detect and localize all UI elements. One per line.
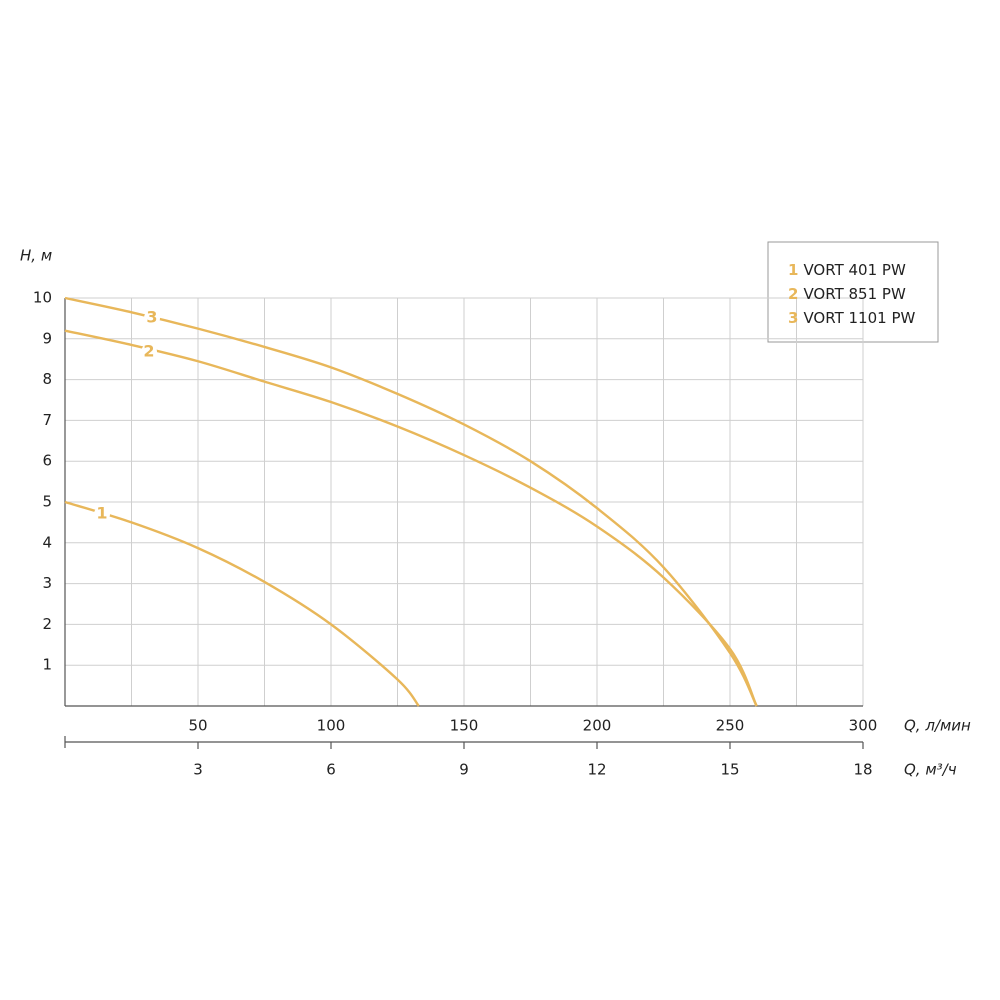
- x-tick-label: 50: [188, 717, 207, 735]
- curve: [64, 500, 420, 707]
- x-tick-label: 250: [716, 717, 745, 735]
- legend-name: VORT 1101 PW: [803, 309, 915, 327]
- curve-label: 1: [96, 504, 107, 523]
- x2-tick-label: 6: [326, 761, 336, 779]
- x2-tick-label: 3: [193, 761, 203, 779]
- x2-tick-label: 9: [459, 761, 469, 779]
- legend-number: 2: [788, 285, 798, 303]
- curve: [64, 329, 758, 707]
- legend-entry: 3 VORT 1101 PW: [788, 309, 915, 327]
- y-tick-label: 6: [42, 452, 52, 470]
- legend-entry: 2 VORT 851 PW: [788, 285, 906, 303]
- y-tick-label: 7: [42, 411, 52, 429]
- legend-name: VORT 401 PW: [803, 261, 906, 279]
- curve-label-bg: [141, 344, 157, 360]
- y-tick-label: 1: [42, 656, 52, 674]
- y-tick-label: 2: [42, 615, 52, 633]
- x2-tick-label: 12: [587, 761, 606, 779]
- legend-entry: 1 VORT 401 PW: [788, 261, 906, 279]
- y-tick-label: 10: [33, 289, 52, 307]
- curve-label-bg: [94, 506, 110, 522]
- x-axis-label: Q, л/мин: [904, 717, 971, 735]
- curve: [64, 296, 758, 707]
- y-axis-label: H, м: [20, 247, 52, 265]
- legend-number: 3: [788, 309, 798, 327]
- x2-tick-label: 15: [720, 761, 739, 779]
- x-tick-label: 100: [317, 717, 346, 735]
- curve-label: 3: [146, 308, 157, 327]
- x-tick-label: 150: [450, 717, 479, 735]
- legend-number: 1: [788, 261, 798, 279]
- x2-axis-label: Q, м³/ч: [904, 761, 957, 779]
- curve-label: 2: [143, 342, 154, 361]
- y-tick-label: 9: [42, 329, 52, 347]
- x-tick-label: 200: [583, 717, 612, 735]
- y-tick-label: 5: [42, 493, 52, 511]
- curve-label-bg: [144, 310, 160, 326]
- y-tick-label: 3: [42, 574, 52, 592]
- legend-name: VORT 851 PW: [803, 285, 906, 303]
- y-tick-label: 8: [42, 370, 52, 388]
- x-tick-label: 300: [849, 717, 878, 735]
- y-tick-label: 4: [42, 533, 52, 551]
- x2-tick-label: 18: [853, 761, 872, 779]
